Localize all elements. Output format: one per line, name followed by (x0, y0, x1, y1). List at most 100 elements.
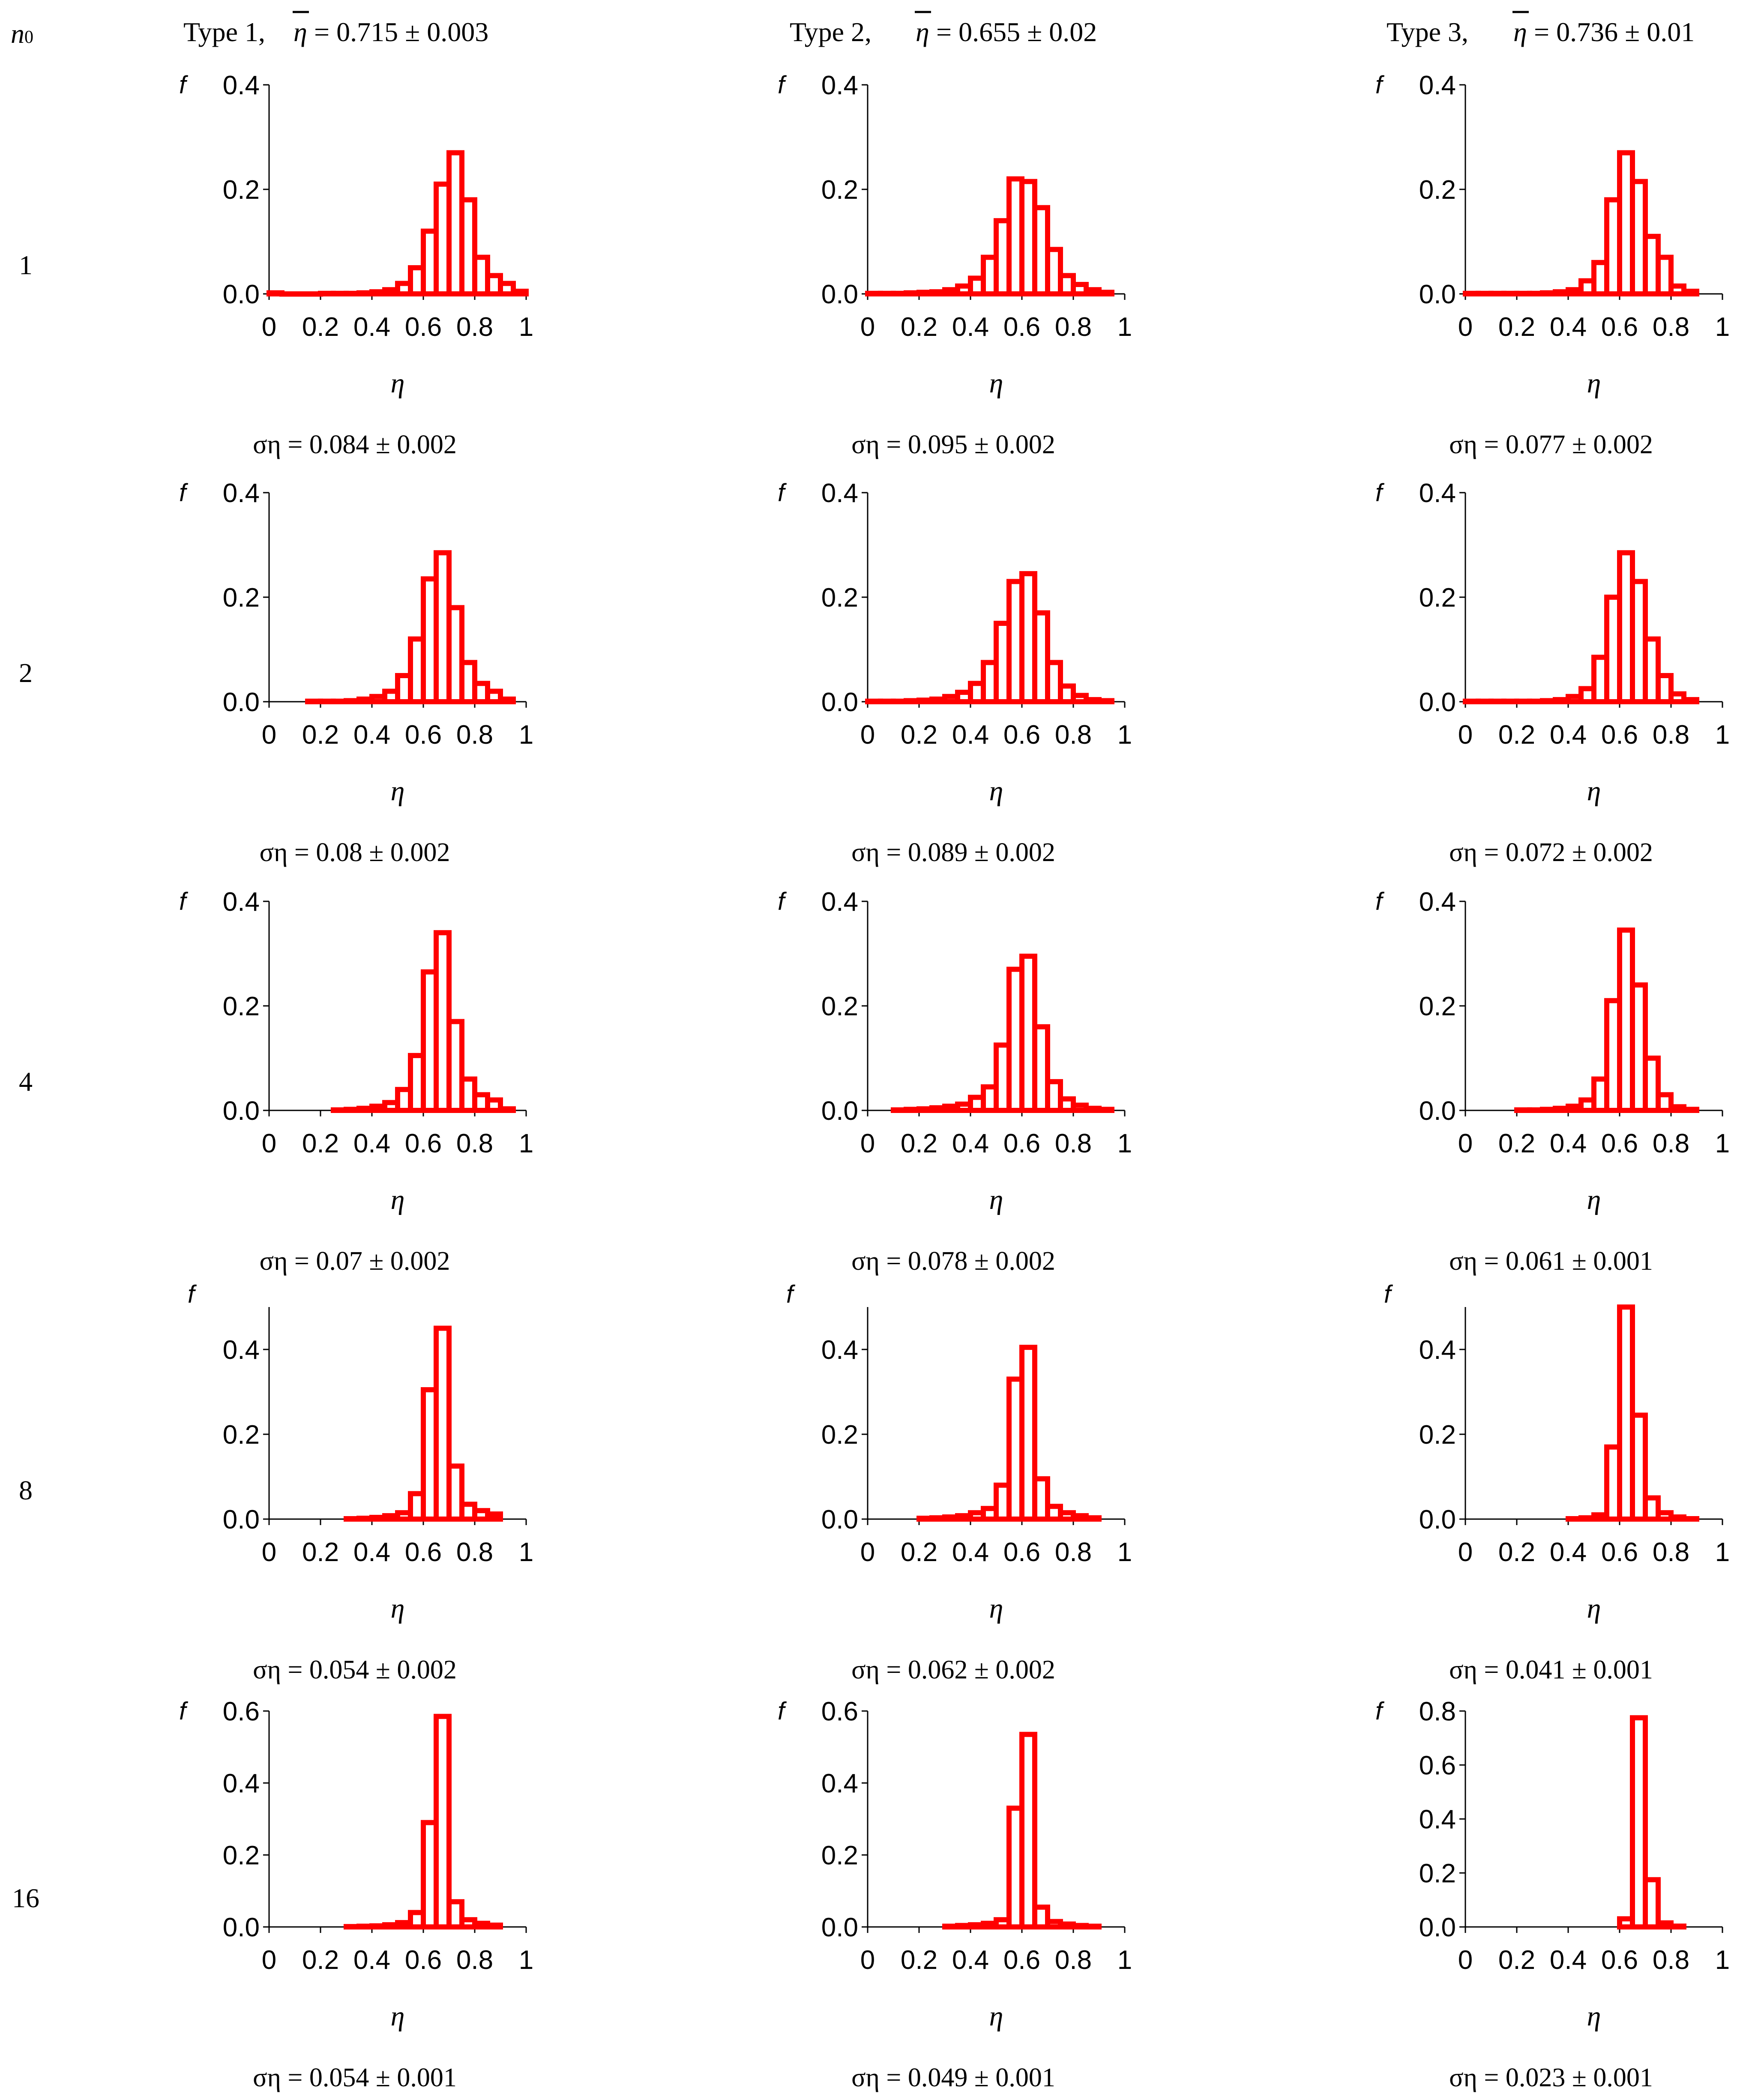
x-axis-label: η (989, 1184, 1003, 1215)
x-axis-label: η (1587, 368, 1601, 399)
sigma-eta-label: ση = 0.07 ± 0.002 (260, 1247, 450, 1276)
x-tick-label: 0.6 (1601, 1538, 1638, 1567)
x-tick-label: 0 (860, 312, 875, 342)
x-tick-label: 0.2 (901, 1945, 937, 1975)
x-tick-label: 1 (519, 720, 533, 750)
y-tick-label: 0.2 (223, 1841, 260, 1870)
x-tick-label: 0.6 (1601, 720, 1638, 750)
y-tick-label: 0.2 (223, 583, 260, 613)
histogram-bar (446, 1463, 464, 1522)
histogram-bar (1019, 1732, 1037, 1930)
sigma-eta-label: ση = 0.095 ± 0.002 (851, 430, 1055, 459)
x-tick-label: 0 (262, 720, 276, 750)
x-tick-label: 0.2 (901, 312, 937, 342)
x-tick-label: 1 (1715, 720, 1730, 750)
x-axis-label: η (1587, 1184, 1601, 1215)
y-tick-label: 0.2 (821, 175, 858, 205)
y-tick-label: 0.2 (821, 992, 858, 1021)
x-tick-label: 0.6 (405, 1129, 442, 1158)
sigma-eta-label: ση = 0.089 ± 0.002 (851, 838, 1055, 867)
x-axis-label: η (989, 368, 1003, 399)
histogram-bar (485, 1511, 503, 1522)
x-tick-label: 1 (1117, 720, 1132, 750)
row-header-n0: n0 (11, 18, 33, 49)
y-tick-label: 0.2 (1419, 175, 1456, 205)
x-tick-label: 0.2 (302, 1129, 339, 1158)
y-tick-label: 0.0 (821, 1505, 858, 1535)
histogram-bar (1656, 254, 1674, 296)
x-axis-label: η (1587, 2001, 1601, 2032)
y-tick-label: 0.2 (223, 175, 260, 205)
x-tick-label: 0.6 (405, 720, 442, 750)
y-tick-label: 0.4 (821, 887, 858, 917)
x-tick-label: 0 (1458, 1945, 1473, 1975)
x-tick-label: 0.4 (353, 1129, 390, 1158)
mean-eta-symbol: η (293, 17, 307, 47)
histogram-bar (446, 605, 464, 705)
x-tick-label: 0.4 (1550, 1945, 1587, 1975)
y-tick-label: 0.2 (1419, 1859, 1456, 1888)
histogram-bar (1032, 1476, 1050, 1522)
y-tick-label: 0.6 (223, 1697, 260, 1726)
histogram-bar (1643, 1877, 1661, 1929)
histogram-bar (1096, 290, 1114, 297)
x-tick-label: 0 (860, 1945, 875, 1975)
x-tick-label: 0.4 (353, 720, 390, 750)
histogram-bar (498, 281, 516, 296)
row-label-n0-16: 16 (12, 1883, 39, 1913)
x-tick-label: 0.4 (1550, 1129, 1587, 1158)
sigma-eta-label: ση = 0.062 ± 0.002 (851, 1655, 1055, 1684)
x-tick-label: 0.6 (1003, 720, 1040, 750)
x-tick-label: 1 (1117, 1945, 1132, 1975)
x-tick-label: 0.2 (1498, 312, 1535, 342)
x-tick-label: 1 (1117, 1538, 1132, 1567)
x-axis-label: η (989, 775, 1003, 807)
histogram-bar (1656, 1092, 1674, 1113)
x-tick-label: 0.8 (1055, 720, 1092, 750)
x-axis-label: η (391, 1184, 405, 1215)
sigma-eta-label: ση = 0.049 ± 0.001 (851, 2063, 1055, 2092)
sigma-eta-label: ση = 0.078 ± 0.002 (851, 1247, 1055, 1276)
histogram-bar (446, 1019, 464, 1113)
mean-value: = 0.736 ± 0.01 (1534, 17, 1695, 47)
x-tick-label: 0 (1458, 720, 1473, 750)
y-tick-label: 0.0 (1419, 688, 1456, 717)
sigma-eta-label: ση = 0.061 ± 0.001 (1449, 1247, 1653, 1276)
x-tick-label: 0.4 (952, 720, 989, 750)
histogram-bar (1643, 1056, 1661, 1113)
histogram-bar (1084, 1515, 1102, 1522)
x-tick-label: 1 (519, 1945, 533, 1975)
histogram-bar (1045, 660, 1063, 704)
x-tick-label: 0.8 (456, 720, 493, 750)
y-tick-label: 0.0 (1419, 1505, 1456, 1535)
x-tick-label: 0.8 (1055, 1945, 1092, 1975)
y-tick-label: 0.2 (1419, 583, 1456, 613)
sigma-eta-label: ση = 0.054 ± 0.002 (253, 1655, 457, 1684)
x-axis-label: η (391, 2001, 405, 2032)
x-tick-label: 0.8 (1055, 1538, 1092, 1567)
y-tick-label: 0.0 (223, 1096, 260, 1126)
histogram-bar (1630, 982, 1648, 1113)
histogram-bar (1032, 1024, 1050, 1113)
x-tick-label: 0.4 (1550, 1538, 1587, 1567)
x-tick-label: 1 (519, 312, 533, 342)
x-tick-label: 0.2 (302, 1538, 339, 1567)
y-tick-label: 0.0 (821, 688, 858, 717)
x-tick-label: 0.2 (302, 1945, 339, 1975)
x-tick-label: 0.8 (456, 1538, 493, 1567)
column-header-type-3: Type 3, η = 0.736 ± 0.01 (1387, 11, 1695, 47)
y-tick-label: 0.6 (821, 1697, 858, 1726)
x-tick-label: 0 (860, 1538, 875, 1567)
x-axis-label: η (1587, 775, 1601, 807)
x-tick-label: 1 (1117, 1129, 1132, 1158)
sigma-eta-label: ση = 0.041 ± 0.001 (1449, 1655, 1653, 1684)
x-tick-label: 1 (1715, 1945, 1730, 1975)
y-tick-label: 0.0 (1419, 1096, 1456, 1126)
